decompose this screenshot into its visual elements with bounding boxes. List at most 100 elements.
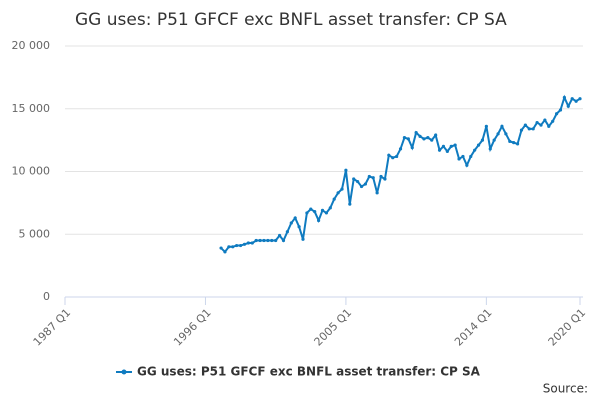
data-point — [504, 132, 508, 136]
data-point — [558, 108, 563, 112]
data-point — [535, 120, 539, 125]
data-point — [375, 191, 379, 195]
y-tick-label: 0 — [43, 290, 50, 303]
data-point — [223, 250, 227, 254]
data-point — [476, 143, 481, 147]
data-point — [434, 133, 438, 137]
data-point — [379, 174, 383, 179]
data-point — [519, 128, 524, 132]
data-point — [437, 148, 442, 152]
data-point — [562, 95, 566, 100]
data-point — [242, 242, 247, 246]
data-point — [367, 174, 371, 179]
data-point — [547, 124, 551, 128]
data-point — [398, 147, 403, 151]
data-point — [543, 118, 547, 122]
data-point — [422, 137, 426, 141]
legend-marker — [121, 369, 127, 375]
data-point — [387, 153, 391, 157]
data-point — [570, 97, 574, 101]
data-point — [231, 245, 235, 249]
data-point — [523, 123, 527, 127]
data-point — [328, 206, 332, 210]
legend-label: GG uses: P51 GFCF exc BNFL asset transfe… — [137, 365, 481, 379]
data-point — [258, 238, 262, 243]
data-point — [301, 237, 305, 241]
data-point — [430, 138, 434, 142]
data-point — [453, 143, 457, 147]
data-point — [289, 221, 293, 225]
data-point — [449, 144, 453, 148]
data-point — [313, 210, 317, 214]
data-point — [285, 230, 289, 234]
data-point — [574, 99, 578, 103]
y-tick-label: 10 000 — [12, 165, 51, 178]
data-point — [508, 139, 512, 143]
data-point — [348, 202, 352, 206]
data-point — [457, 157, 461, 161]
data-point — [270, 238, 274, 243]
data-point — [473, 148, 477, 152]
data-point — [512, 141, 516, 145]
data-point — [484, 124, 488, 128]
data-point — [554, 112, 559, 116]
data-point — [352, 177, 356, 181]
data-point — [551, 119, 555, 123]
chart-title: GG uses: P51 GFCF exc BNFL asset transfe… — [75, 10, 507, 30]
data-point — [414, 130, 418, 135]
data-point — [266, 238, 270, 243]
data-point — [426, 136, 430, 140]
data-point — [320, 208, 325, 213]
data-point — [274, 238, 278, 243]
data-point — [395, 154, 399, 159]
data-point — [410, 146, 414, 150]
data-point — [531, 127, 535, 131]
data-point — [371, 176, 375, 180]
x-tick-label: 1987 Q1 — [31, 306, 74, 349]
data-point — [480, 138, 485, 142]
data-point — [461, 154, 465, 159]
y-tick-label: 20 000 — [12, 39, 51, 52]
data-point — [527, 127, 531, 131]
data-point — [297, 225, 301, 229]
data-point — [359, 184, 364, 189]
data-point — [363, 182, 368, 186]
data-point — [441, 144, 446, 148]
data-point — [496, 132, 500, 136]
data-point — [332, 197, 336, 201]
data-point — [227, 245, 231, 249]
data-line — [220, 94, 581, 254]
data-point — [316, 218, 321, 223]
y-tick-label: 5 000 — [19, 227, 51, 240]
data-point — [445, 149, 449, 154]
y-tick-label: 15 000 — [12, 102, 51, 115]
source-label: Source: — [543, 382, 588, 396]
data-point — [469, 154, 473, 159]
data-point — [418, 134, 422, 138]
data-point — [578, 97, 582, 101]
data-point — [293, 216, 297, 220]
data-point — [488, 147, 492, 151]
x-tick-label: 2020 Q1 — [546, 306, 589, 349]
data-point — [324, 211, 329, 215]
data-point — [465, 163, 469, 167]
data-point — [406, 137, 410, 141]
data-point — [238, 243, 243, 248]
data-point — [250, 241, 254, 245]
data-point — [336, 191, 340, 195]
data-point — [305, 211, 309, 215]
data-point — [383, 177, 387, 181]
data-point — [281, 238, 286, 243]
data-point — [277, 233, 282, 238]
data-point — [356, 179, 360, 184]
data-point — [344, 168, 348, 172]
data-point — [219, 246, 223, 250]
data-point — [492, 138, 496, 142]
data-point — [515, 142, 520, 146]
data-point — [246, 241, 250, 245]
data-point — [235, 243, 239, 248]
data-point — [309, 207, 313, 211]
data-point — [254, 238, 258, 243]
data-point — [566, 104, 570, 108]
data-point — [500, 124, 504, 128]
